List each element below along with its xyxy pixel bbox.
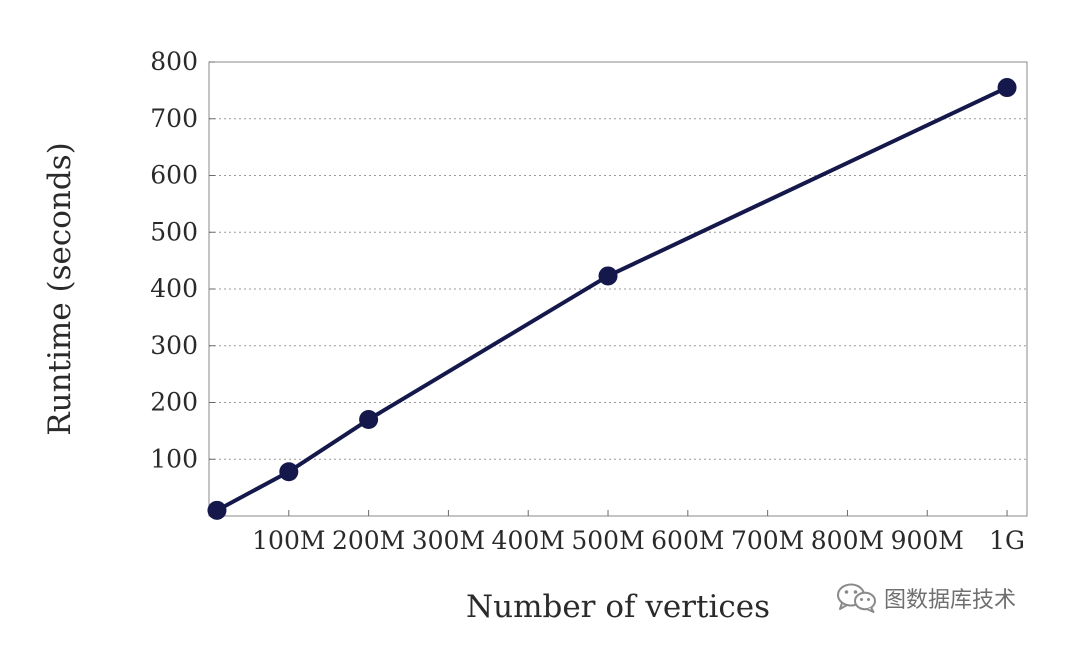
y-tick-label: 800 xyxy=(150,47,198,76)
data-point xyxy=(997,78,1017,98)
y-axis-label: Runtime (seconds) xyxy=(42,142,78,435)
x-tick-label: 800M xyxy=(811,526,884,555)
x-axis-label: Number of vertices xyxy=(466,589,770,625)
x-tick-label: 200M xyxy=(332,526,405,555)
x-tick-label: 700M xyxy=(731,526,804,555)
y-tick-label: 200 xyxy=(150,388,198,417)
x-tick-label: 1G xyxy=(989,526,1025,555)
watermark-text: 图数据库技术 xyxy=(884,588,1017,613)
y-tick-label: 600 xyxy=(150,161,198,190)
tick-layer: 100 200 300 400 500 600 700 800 100M 200M 300M 400M… xyxy=(150,47,1025,555)
grid-layer xyxy=(209,118,1027,460)
series-line xyxy=(214,85,1010,513)
x-tick-label: 900M xyxy=(891,526,964,555)
x-tick-label: 100M xyxy=(252,526,325,555)
series-layer xyxy=(207,78,1017,520)
y-tick-label: 300 xyxy=(150,331,198,360)
data-point xyxy=(207,500,227,520)
data-point xyxy=(279,462,299,482)
data-point xyxy=(359,410,379,430)
x-tick-label: 300M xyxy=(412,526,485,555)
x-tick-label: 600M xyxy=(651,526,724,555)
wechat-icon xyxy=(837,583,876,613)
y-tick-label: 100 xyxy=(150,444,198,473)
watermark: 图数据库技术 xyxy=(836,582,1016,614)
data-point xyxy=(598,266,618,286)
y-tick-label: 700 xyxy=(150,104,198,133)
x-tick-label: 500M xyxy=(571,526,644,555)
x-tick-label: 400M xyxy=(492,526,565,555)
y-tick-label: 500 xyxy=(150,217,198,246)
y-tick-label: 400 xyxy=(150,274,198,303)
